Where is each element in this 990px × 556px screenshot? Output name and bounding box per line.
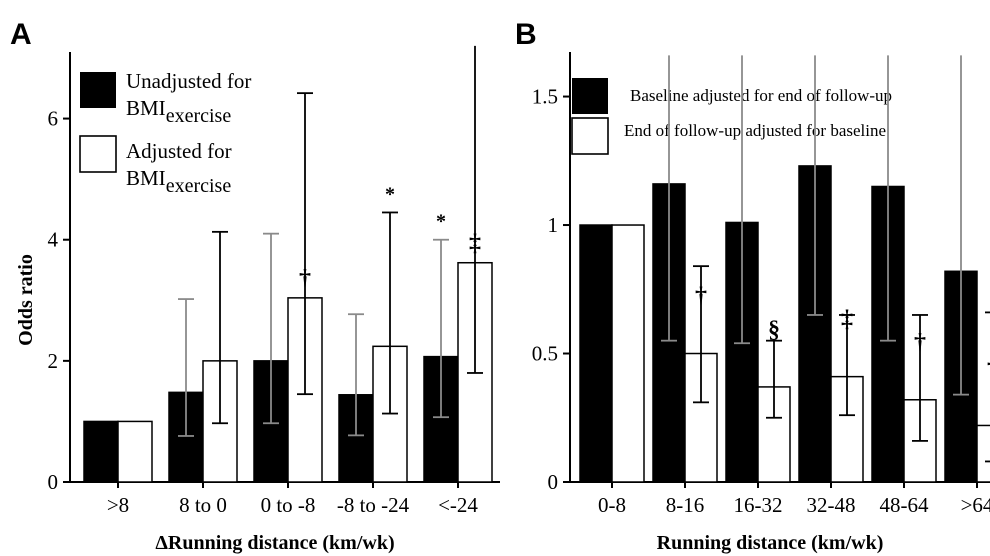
bar-series-2	[976, 424, 990, 483]
significance-mark: †	[299, 266, 311, 292]
x-tick-label: 48-64	[880, 493, 929, 517]
significance-mark: ‡	[841, 307, 853, 333]
y-tick-label: 6	[48, 107, 59, 131]
panel-a-label: A	[10, 18, 32, 51]
panel-a-legend: Unadjusted for BMIexercise Adjusted for …	[79, 69, 257, 197]
legend-baseline-label: Baseline adjusted for end of follow-up	[630, 86, 892, 105]
significance-mark: ‡	[469, 231, 481, 257]
significance-mark: †	[914, 330, 926, 356]
x-tick-label: -8 to -24	[337, 493, 410, 517]
panel-b-legend: Baseline adjusted for end of follow-up E…	[571, 78, 892, 155]
bar-series-2	[611, 224, 645, 483]
x-tick-label: <-24	[438, 493, 478, 517]
y-tick-label: 4	[48, 228, 59, 252]
y-tick-label: 0.5	[532, 342, 558, 366]
legend-swatch-baseline	[572, 78, 608, 114]
panel-a-ylabel: Odds ratio	[15, 254, 37, 346]
bar-series-1	[579, 224, 613, 483]
significance-mark: §	[768, 317, 780, 343]
svg-text:Unadjusted for BMIexerci: Unadjusted for BMIexercise	[126, 69, 257, 127]
panel-b-label: B	[515, 18, 537, 51]
panel-b-plot: 0 0.5 1 1.5 0-8 8-16 † 16-32 § 32-48 ‡ 48-64 † >64 †	[532, 52, 990, 517]
significance-mark: †	[695, 284, 707, 310]
y-tick-label: 1	[548, 213, 559, 237]
panel-a-xlabel: ΔRunning distance (km/wk)	[155, 532, 394, 554]
legend-swatch-adjusted	[79, 135, 117, 173]
x-tick-label: >8	[107, 493, 129, 517]
x-tick-label: 32-48	[807, 493, 856, 517]
legend-swatch-followup	[571, 117, 609, 155]
legend-unadjusted-sub: exercise	[166, 105, 232, 127]
legend-unadjusted-line1: Unadjusted for	[126, 69, 251, 93]
y-tick-label: 0	[48, 470, 59, 494]
panel-b-xlabel: Running distance (km/wk)	[657, 532, 884, 554]
legend-adjusted-sub: exercise	[166, 175, 232, 197]
bar-series-1	[83, 420, 119, 483]
x-tick-label: 8 to 0	[179, 493, 227, 517]
svg-text:Adjusted for BMIexercise: Adjusted for BMIexercise	[126, 139, 237, 197]
x-tick-label: 16-32	[734, 493, 783, 517]
bar-series-2	[117, 420, 153, 483]
x-tick-label: >64	[961, 493, 990, 517]
significance-mark: †	[987, 355, 990, 381]
panel-a-plot: 0 2 4 6 >8 8 to 0 0 to -8 † -8 to -24 * <-24 * ‡	[48, 45, 500, 517]
y-tick-label: 0	[548, 470, 559, 494]
x-tick-label: 8-16	[666, 493, 705, 517]
y-tick-label: 2	[48, 349, 59, 373]
significance-mark: *	[385, 183, 395, 205]
x-tick-label: 0-8	[598, 493, 626, 517]
significance-mark: *	[436, 211, 446, 233]
legend-followup-label: End of follow-up adjusted for baseline	[624, 121, 886, 140]
y-tick-label: 1.5	[532, 85, 558, 109]
legend-swatch-unadjusted	[80, 72, 116, 108]
legend-adjusted-line1: Adjusted for	[126, 139, 232, 163]
legend-unadjusted-base: BMI	[126, 96, 166, 120]
x-tick-label: 0 to -8	[261, 493, 316, 517]
legend-adjusted-base: BMI	[126, 166, 166, 190]
